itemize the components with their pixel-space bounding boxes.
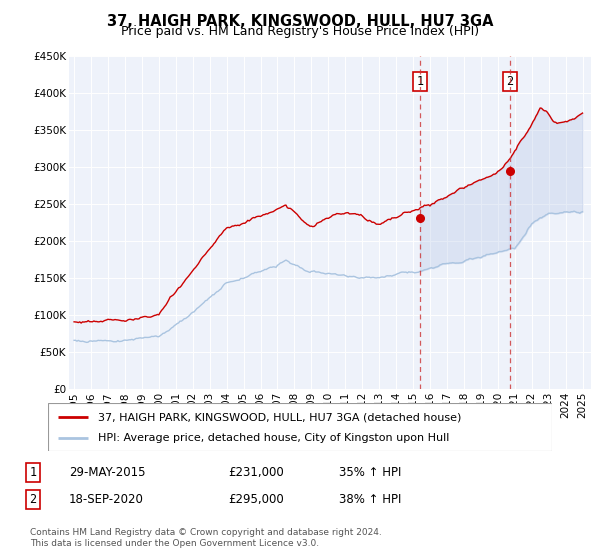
Text: 38% ↑ HPI: 38% ↑ HPI [339, 493, 401, 506]
Text: 35% ↑ HPI: 35% ↑ HPI [339, 465, 401, 479]
Text: 1: 1 [29, 465, 37, 479]
Text: 2: 2 [506, 76, 514, 88]
Text: 37, HAIGH PARK, KINGSWOOD, HULL, HU7 3GA: 37, HAIGH PARK, KINGSWOOD, HULL, HU7 3GA [107, 14, 493, 29]
Text: £231,000: £231,000 [228, 465, 284, 479]
Text: Price paid vs. HM Land Registry's House Price Index (HPI): Price paid vs. HM Land Registry's House … [121, 25, 479, 38]
Text: 2: 2 [29, 493, 37, 506]
Text: Contains HM Land Registry data © Crown copyright and database right 2024.: Contains HM Land Registry data © Crown c… [30, 528, 382, 537]
Text: HPI: Average price, detached house, City of Kingston upon Hull: HPI: Average price, detached house, City… [98, 433, 450, 444]
Text: 18-SEP-2020: 18-SEP-2020 [69, 493, 144, 506]
Text: This data is licensed under the Open Government Licence v3.0.: This data is licensed under the Open Gov… [30, 539, 319, 548]
Text: 37, HAIGH PARK, KINGSWOOD, HULL, HU7 3GA (detached house): 37, HAIGH PARK, KINGSWOOD, HULL, HU7 3GA… [98, 412, 462, 422]
Text: 29-MAY-2015: 29-MAY-2015 [69, 465, 146, 479]
Text: 1: 1 [416, 76, 424, 88]
Text: £295,000: £295,000 [228, 493, 284, 506]
